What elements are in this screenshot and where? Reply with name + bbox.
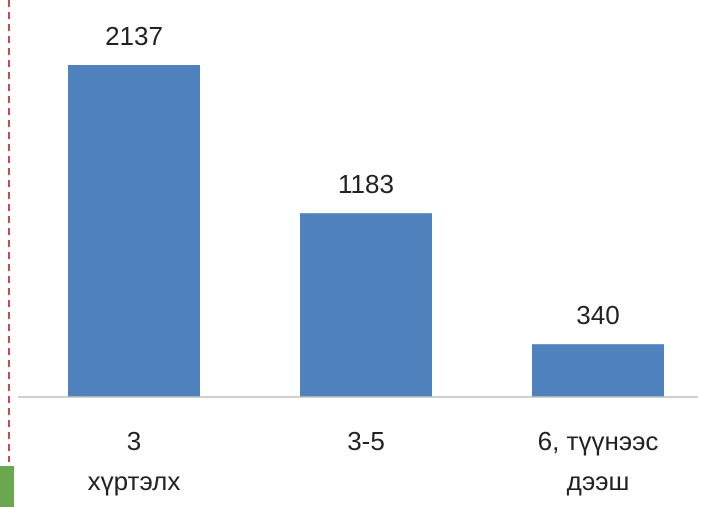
labels-group: 2137 3 хүртэлх 1183 3-5 340 6, түүнээс дээш — [88, 21, 659, 496]
category-label-2-line-1: 3-5 — [347, 426, 385, 456]
data-label-2: 1183 — [338, 169, 394, 199]
bar-2 — [300, 213, 432, 397]
category-label-1-line-2: хүртэлх — [88, 466, 181, 496]
category-label-1-line-1: 3 — [127, 426, 141, 456]
category-label-3-line-1: 6, түүнээс — [538, 426, 659, 456]
bar-3 — [532, 344, 664, 397]
data-label-1: 2137 — [105, 21, 163, 51]
bar-1 — [68, 65, 200, 397]
bars-group — [68, 65, 664, 397]
data-label-3: 340 — [576, 300, 619, 330]
corner-decoration-block — [0, 466, 14, 507]
category-label-3-line-2: дээш — [567, 466, 630, 496]
